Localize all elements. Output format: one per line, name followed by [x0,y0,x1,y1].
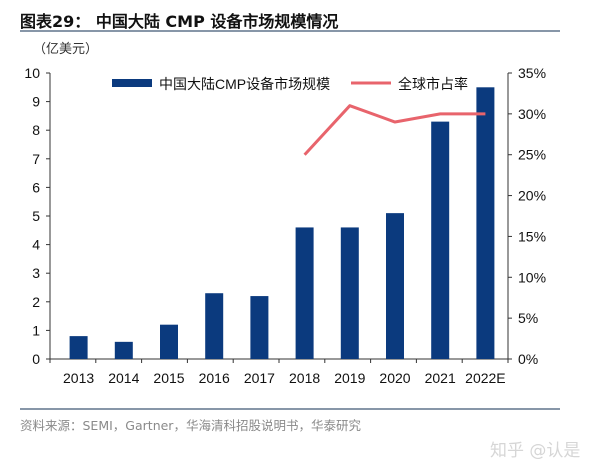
chart-title: 图表29： 中国大陆 CMP 设备市场规模情况 [20,12,339,31]
share-line [303,104,486,156]
x-tick-label: 2016 [199,370,230,386]
bar-2016 [205,293,224,359]
bar-2022E [476,87,495,360]
left-tick-label: 3 [32,265,40,281]
right-tick-label: 0% [518,351,538,367]
left-tick-label: 9 [32,94,40,110]
right-tick-label: 20% [518,188,546,204]
left-tick-label: 10 [24,65,40,81]
bar-2019 [340,227,359,359]
x-tick-label: 2018 [289,370,320,386]
x-tick-label: 2014 [108,370,139,386]
x-tick-label: 2020 [379,370,410,386]
right-tick-label: 5% [518,310,538,326]
right-tick-label: 30% [518,106,546,122]
x-tick-label: 2021 [425,370,456,386]
right-tick-label: 25% [518,147,546,163]
left-tick-label: 1 [32,322,40,338]
source-note: 资料来源：SEMI，Gartner，华海清科招股说明书，华泰研究 [20,418,361,433]
x-tick-label: 2013 [63,370,94,386]
left-tick-label: 2 [32,294,40,310]
bar-2017 [250,296,269,359]
bar-2015 [160,324,178,359]
bar-2021 [431,121,450,360]
left-axis-unit: （亿美元） [33,42,99,57]
source-divider [20,408,560,410]
title-divider [20,30,560,32]
left-tick-label: 8 [32,122,40,138]
left-tick-label: 5 [32,208,40,224]
x-tick-label: 2017 [244,370,275,386]
right-tick-label: 15% [518,228,546,244]
left-tick-label: 6 [32,179,40,195]
watermark: 知乎 @认是 [490,441,581,461]
bar-2020 [386,213,404,359]
x-tick-label: 2019 [334,370,365,386]
legend-swatch-bar [112,79,152,87]
left-tick-label: 4 [32,237,40,253]
bar-2013 [69,336,88,359]
bar-2014 [114,341,133,359]
x-tick-label: 2022E [465,370,505,386]
left-tick-label: 0 [32,351,40,367]
legend-label-bar: 中国大陆CMP设备市场规模 [159,76,330,92]
x-tick-label: 2015 [153,370,184,386]
bar-2018 [295,227,314,359]
right-tick-label: 35% [518,65,546,81]
chart-svg: 0 1 2 3 4 5 6 7 8 9 10 0% 5% 10% 15% 20% 25% 30% 35% 2013 20… [24,65,546,386]
legend-label-line: 全球市占率 [398,76,468,92]
right-tick-label: 10% [518,269,546,285]
left-tick-label: 7 [32,151,40,167]
